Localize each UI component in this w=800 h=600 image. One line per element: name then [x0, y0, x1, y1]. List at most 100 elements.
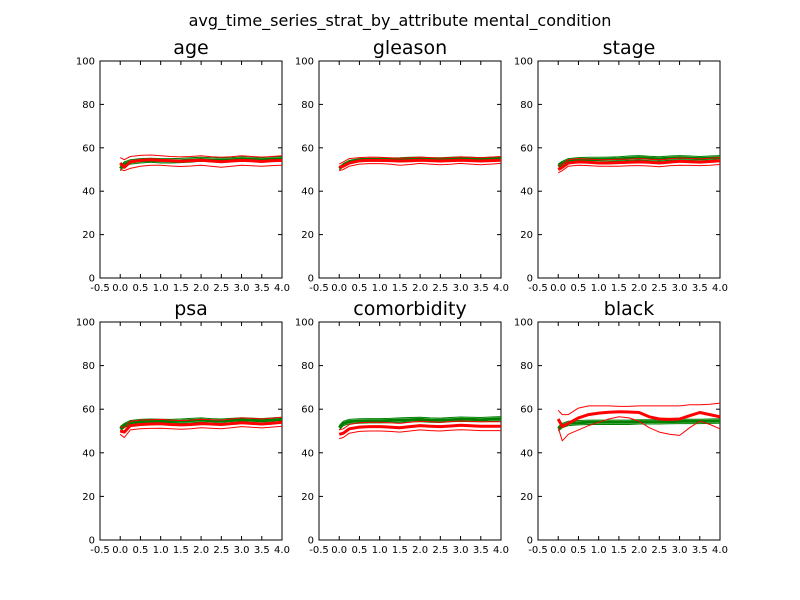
subplot-psa: psa 0 20 40 60 80 100 -0.5 0.0 0.5 1.0 1.5 2.0 2.5 3.0…: [76, 298, 290, 556]
x-tick-label: 0.0: [331, 283, 347, 294]
subplot-title: stage: [603, 37, 656, 59]
series-line-red-5: [339, 429, 501, 440]
y-tick-label: 80: [301, 100, 314, 111]
y-tick-label: 20: [520, 492, 533, 503]
y-tick-label: 40: [301, 448, 314, 459]
x-tick-label: -0.5: [90, 545, 110, 556]
series-line-red-5: [557, 416, 720, 442]
x-tick-label: 3.0: [672, 545, 688, 556]
x-tick-label: 1.5: [173, 283, 189, 294]
y-tick-label: 80: [520, 100, 533, 111]
x-tick-label: 3.5: [254, 545, 270, 556]
series-line-red-3: [556, 410, 720, 429]
subplot-title: gleason: [373, 37, 447, 59]
x-tick-label: 1.0: [153, 545, 169, 556]
x-tick-label: 3.5: [692, 283, 708, 294]
series-line-green-2: [557, 155, 720, 165]
y-tick-label: 0: [527, 274, 533, 285]
series-line-green-0: [338, 417, 501, 429]
x-tick-label: 3.5: [254, 283, 270, 294]
x-tick-label: 2.5: [651, 545, 667, 556]
y-tick-label: 40: [520, 187, 533, 198]
x-tick-label: -0.5: [309, 545, 329, 556]
x-tick-label: 3.0: [234, 283, 250, 294]
x-tick-label: 4.0: [274, 545, 290, 556]
x-tick-label: -0.5: [90, 283, 110, 294]
y-tick-label: 40: [520, 448, 533, 459]
x-tick-label: 4.0: [274, 283, 290, 294]
x-tick-label: 0.0: [112, 283, 128, 294]
plot-area: [99, 321, 283, 541]
x-tick-label: 0.5: [351, 283, 367, 294]
x-tick-label: 3.0: [672, 283, 688, 294]
y-tick-label: 80: [520, 361, 533, 372]
series-group: [556, 402, 720, 442]
subplot-title: black: [604, 298, 654, 320]
series-line-red-3: [338, 423, 501, 436]
subplot-black: black 0 20 40 60 80 100 -0.5 0.0 0.5 1.0 1.5 2.0 2.5 3…: [514, 298, 728, 556]
subplot-comorbidity: comorbidity 0 20 40 60 80 100 -0.5 0.0 0.5 1.0 1.5 2…: [295, 298, 509, 556]
x-tick-label: 0.5: [570, 283, 586, 294]
x-tick-label: 4.0: [493, 283, 509, 294]
x-tick-label: 0.5: [132, 545, 148, 556]
x-tick-label: 0.0: [112, 545, 128, 556]
y-tick-label: 80: [82, 100, 95, 111]
x-tick-label: 2.5: [432, 283, 448, 294]
x-tick-label: 4.0: [493, 545, 509, 556]
series-line-red-5: [557, 164, 720, 174]
x-tick-label: 0.5: [570, 545, 586, 556]
y-tick-label: 0: [527, 536, 533, 547]
x-tick-label: 2.5: [432, 545, 448, 556]
y-tick-label: 20: [82, 492, 95, 503]
x-tick-label: 2.0: [412, 545, 428, 556]
x-tick-label: 2.5: [213, 283, 229, 294]
x-tick-label: 2.5: [651, 283, 667, 294]
x-tick-label: 2.0: [631, 545, 647, 556]
y-tick-label: 40: [301, 187, 314, 198]
y-tick-label: 60: [520, 143, 533, 154]
series-group: [338, 156, 501, 172]
x-tick-label: 0.0: [331, 545, 347, 556]
x-tick-label: -0.5: [528, 545, 548, 556]
x-tick-label: 1.5: [173, 545, 189, 556]
y-tick-label: 0: [89, 536, 95, 547]
series-line-red-5: [119, 425, 282, 438]
series-line-green-2: [119, 156, 282, 167]
series-line-red-3: [557, 159, 720, 171]
y-tick-label: 0: [89, 274, 95, 285]
x-tick-label: 2.0: [631, 283, 647, 294]
series-group: [338, 416, 501, 440]
y-tick-label: 60: [520, 405, 533, 416]
x-tick-label: 1.0: [153, 283, 169, 294]
x-tick-label: 1.0: [372, 283, 388, 294]
x-tick-label: 2.5: [213, 545, 229, 556]
subplot-age: age 0 20 40 60 80 100 -0.5 0.0 0.5 1.0 1.5 2.0 2.5 3.0…: [76, 37, 290, 294]
x-tick-label: 1.0: [591, 283, 607, 294]
subplot-title: age: [173, 37, 208, 59]
plot-area: [99, 60, 283, 279]
x-tick-label: 3.5: [473, 283, 489, 294]
x-tick-label: 3.0: [453, 283, 469, 294]
y-tick-label: 100: [295, 57, 314, 68]
x-tick-label: 2.0: [193, 283, 209, 294]
series-line-red-5: [120, 164, 282, 172]
y-tick-label: 20: [301, 492, 314, 503]
series-line-red-3: [119, 420, 282, 434]
plot-area: [537, 60, 721, 279]
y-tick-label: 0: [308, 536, 314, 547]
subplot-gleason: gleason 0 20 40 60 80 100 -0.5 0.0 0.5 1.0 1.5 2.0 2.…: [295, 37, 509, 294]
x-tick-label: -0.5: [309, 283, 329, 294]
x-tick-label: 0.0: [550, 545, 566, 556]
y-tick-label: 40: [82, 448, 95, 459]
y-tick-label: 60: [301, 405, 314, 416]
x-tick-label: 3.0: [234, 545, 250, 556]
series-line-red-4: [119, 154, 282, 161]
subplot-title: comorbidity: [353, 298, 466, 320]
series-line-red-4: [120, 416, 282, 429]
y-tick-label: 40: [82, 187, 95, 198]
x-tick-label: -0.5: [528, 283, 548, 294]
y-tick-label: 60: [82, 143, 95, 154]
x-tick-label: 3.0: [453, 545, 469, 556]
